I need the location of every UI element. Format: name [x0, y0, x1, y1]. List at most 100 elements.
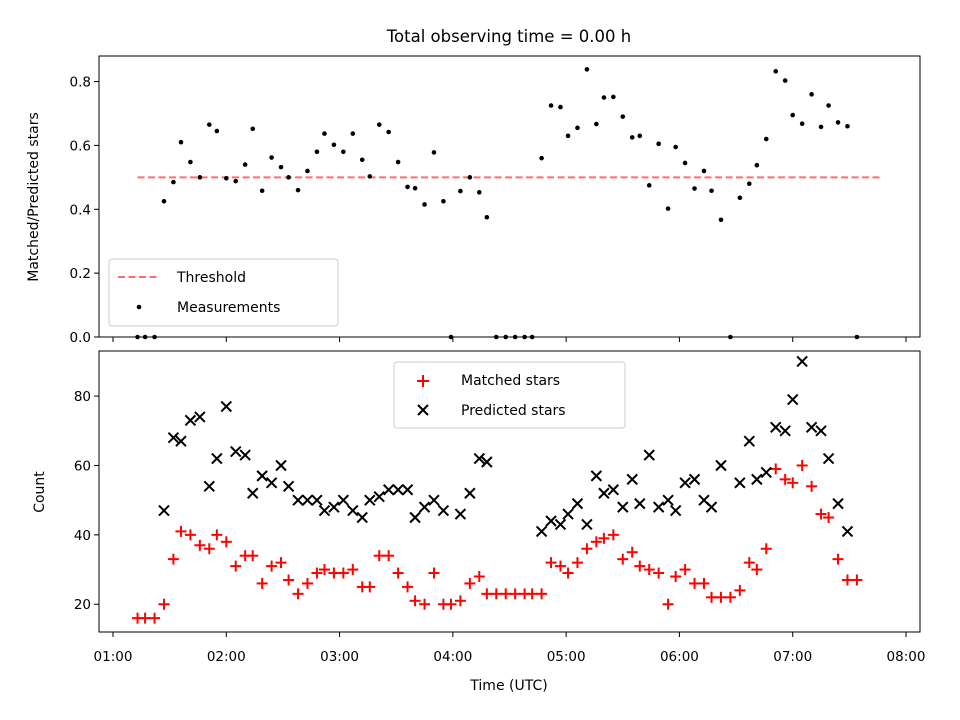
measurement-point	[395, 159, 401, 165]
matched-star-point	[211, 529, 223, 541]
measurement-point	[422, 202, 427, 207]
top-y-tick-label: 0.6	[70, 138, 91, 154]
matched-star-point	[194, 539, 206, 551]
x-tick-label: 07:00	[773, 649, 812, 665]
predicted-star-point	[194, 411, 206, 423]
matched-star-point	[464, 577, 476, 589]
top-panel: Total observing time = 0.00 h 0.00.20.40…	[26, 27, 921, 346]
matched-star-point	[689, 577, 701, 589]
predicted-star-point	[562, 508, 574, 520]
x-axis-label: Time (UTC)	[469, 678, 547, 694]
measurement-point	[250, 126, 256, 132]
predicted-star-point	[203, 480, 215, 493]
predicted-star-point	[158, 504, 170, 517]
measurement-point	[601, 95, 607, 100]
measurement-point	[835, 120, 841, 125]
matched-star-point	[715, 591, 727, 603]
predicted-star-point	[275, 459, 287, 472]
predicted-star-point	[230, 445, 242, 458]
measurement-point	[565, 133, 571, 139]
measurement-point	[809, 92, 814, 97]
measurement-point	[331, 142, 337, 148]
measurement-point	[223, 175, 229, 181]
predicted-star-point	[428, 494, 440, 506]
bottom-legend: Matched stars Predicted stars	[393, 361, 626, 429]
measurement-point	[826, 103, 831, 108]
matched-star-point	[743, 557, 755, 569]
matched-star-point	[706, 591, 718, 603]
predicted-star-point	[779, 425, 791, 437]
predicted-star-point	[328, 501, 340, 513]
measurement-point	[350, 131, 356, 136]
legend-predicted-marker	[417, 404, 429, 416]
matched-star-point	[149, 612, 161, 624]
predicted-star-point	[373, 490, 385, 503]
measurement-point	[161, 198, 167, 204]
measurement-point	[656, 141, 661, 147]
legend-measurements-marker	[136, 304, 142, 310]
predicted-star-point	[617, 501, 629, 513]
matched-star-point	[536, 588, 548, 600]
measurement-point	[367, 174, 373, 179]
bottom-y-tick-label: 60	[74, 458, 91, 474]
matched-star-point	[581, 543, 593, 555]
measurement-point	[431, 150, 437, 155]
matched-star-point	[634, 560, 646, 572]
measurement-point	[594, 121, 599, 127]
predicted-star-point	[822, 452, 835, 465]
predicted-star-point	[392, 484, 404, 496]
measurement-point	[242, 162, 248, 167]
predicted-star-point	[265, 477, 278, 489]
predicted-star-point	[318, 504, 331, 517]
bottom-y-axis-label: Count	[32, 471, 48, 513]
measurement-point	[539, 155, 544, 161]
matched-star-point	[347, 564, 359, 576]
top-plot-area	[135, 67, 882, 340]
predicted-star-point	[705, 501, 718, 513]
measurement-point	[467, 175, 473, 180]
measurement-point	[558, 104, 563, 110]
bottom-y-tick-label: 20	[74, 597, 91, 613]
predicted-star-point	[805, 421, 818, 434]
measurement-point	[405, 184, 410, 190]
matched-star-point	[815, 508, 827, 520]
matched-star-point	[383, 550, 395, 562]
top-legend-box	[108, 258, 339, 327]
measurement-point	[188, 159, 193, 165]
predicted-star-point	[751, 473, 763, 486]
measurement-point	[737, 195, 743, 201]
measurement-point	[476, 190, 482, 195]
predicted-star-point	[282, 480, 295, 493]
predicted-star-point	[239, 449, 251, 461]
predicted-star-point	[356, 511, 368, 524]
measurement-point	[314, 149, 320, 155]
predicted-star-point	[679, 477, 691, 489]
matched-star-point	[806, 480, 818, 492]
matched-star-point	[481, 588, 493, 600]
matched-star-point	[770, 463, 782, 475]
predicted-star-point	[364, 494, 376, 506]
matched-star-point	[428, 567, 440, 579]
measurement-point	[259, 188, 265, 194]
predicted-star-point	[832, 497, 844, 510]
predicted-star-point	[688, 473, 701, 486]
bottom-plot-area	[132, 355, 863, 624]
legend-predicted-label: Predicted stars	[461, 403, 566, 419]
matched-star-point	[184, 529, 196, 541]
predicted-star-point	[643, 449, 655, 461]
predicted-star-point	[337, 494, 350, 506]
matched-star-point	[832, 553, 844, 565]
measurement-point	[620, 114, 626, 119]
matched-star-point	[509, 588, 521, 600]
legend-matched-marker	[417, 375, 429, 387]
measurement-point	[746, 181, 752, 187]
matched-star-point	[698, 577, 710, 589]
x-tick-label: 02:00	[207, 649, 246, 665]
measurement-point	[818, 124, 824, 130]
predicted-star-point	[669, 504, 682, 517]
matched-star-point	[256, 577, 268, 589]
predicted-star-point	[454, 508, 467, 520]
measurement-point	[773, 69, 779, 74]
predicted-star-point	[184, 414, 197, 427]
